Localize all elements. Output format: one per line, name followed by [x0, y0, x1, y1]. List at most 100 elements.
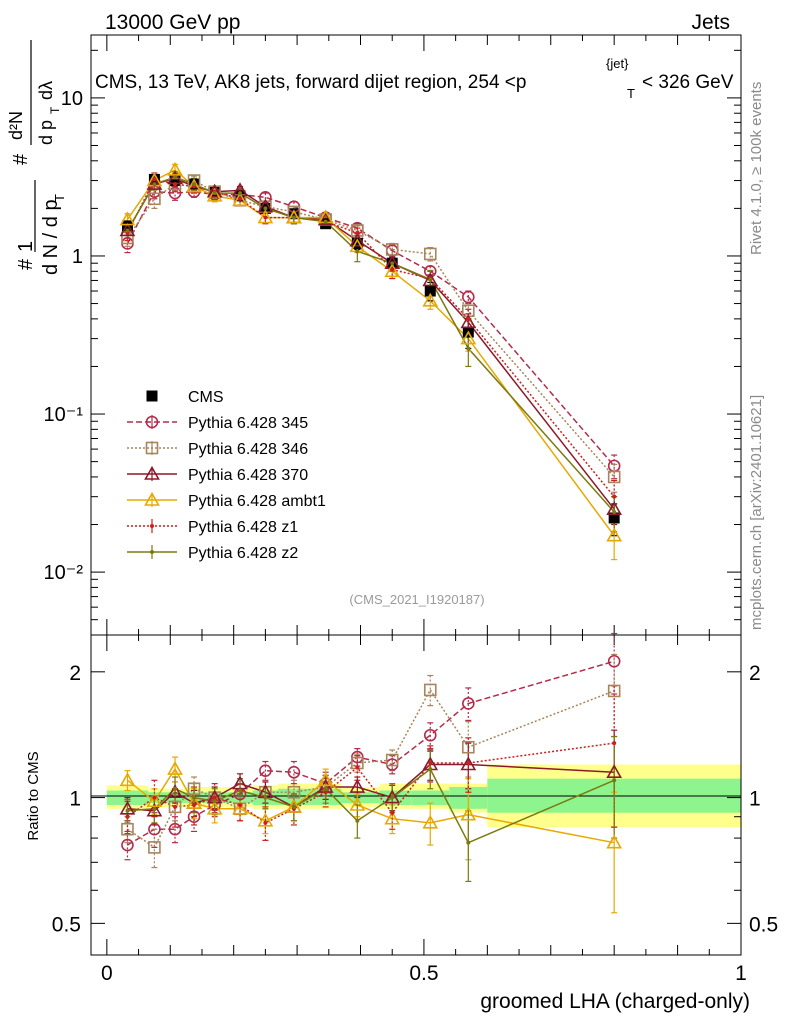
main-point-pythia-6-428-370	[422, 272, 439, 287]
analysis-watermark: (CMS_2021_I1920187)	[349, 592, 484, 607]
main-point-pythia-6-428-ambt1	[422, 292, 439, 307]
main-point-pythia-6-428-z2	[390, 261, 395, 266]
main-point-pythia-6-428-ambt1	[167, 161, 183, 176]
ratio-point-pythia-6-428-346	[423, 683, 437, 697]
ratio-point-pythia-6-428-ambt1	[206, 800, 223, 815]
main-point-pythia-6-428-370	[146, 175, 163, 190]
legend-marker-pythia-6-428-ambt1	[144, 491, 160, 506]
ratio-line-pythia-6-428-345	[127, 660, 615, 846]
ratio-point-pythia-6-428-z2	[192, 795, 197, 800]
xtick-label: 1	[735, 962, 747, 985]
ratio-point-pythia-6-428-z1	[238, 803, 243, 808]
ratio-point-pythia-6-428-370	[167, 784, 183, 799]
ratio-band-inner	[341, 792, 380, 804]
main-point-pythia-6-428-z2	[291, 215, 296, 220]
main-point-pythia-6-428-ambt1	[206, 187, 223, 202]
main-point-pythia-6-428-ambt1	[286, 209, 302, 224]
main-point-pythia-6-428-z2	[428, 277, 433, 282]
ratio-point-pythia-6-428-370	[460, 756, 477, 771]
main-line-pythia-6-428-345	[126, 190, 615, 467]
xtick-label: 0.5	[409, 962, 438, 985]
legend-marker-pythia-6-428-345	[145, 415, 159, 429]
ratio-point-pythia-6-428-ambt1	[119, 772, 136, 787]
ratio-point-pythia-6-428-z2	[238, 788, 243, 793]
main-point-cms	[608, 512, 620, 524]
main-point-pythia-6-428-370	[606, 501, 623, 515]
legend-label-pythia-6-428-ambt1: Pythia 6.428 ambt1	[188, 493, 326, 510]
main-point-pythia-6-428-346	[385, 243, 399, 256]
ratio-ytick-label-right: 0.5	[749, 913, 778, 936]
ratio-point-pythia-6-428-346	[148, 841, 161, 854]
ratio-point-pythia-6-428-345	[259, 764, 272, 777]
main-point-pythia-6-428-z2	[152, 182, 157, 187]
ratio-point-pythia-6-428-ambt1	[606, 834, 623, 849]
main-point-pythia-6-428-z2	[612, 510, 617, 515]
ratio-point-pythia-6-428-z2	[125, 808, 130, 813]
ratio-point-pythia-6-428-ambt1	[317, 772, 334, 787]
ratio-point-pythia-6-428-345	[287, 765, 301, 779]
ylabel-d2n: d²N	[6, 111, 26, 140]
legend-marker-pythia-6-428-z1	[150, 524, 154, 528]
main-point-cms	[288, 208, 300, 220]
ratio-point-pythia-6-428-z1	[152, 795, 157, 800]
ylabel-dpt-dlambda: d p	[36, 120, 56, 145]
main-point-pythia-6-428-345	[462, 290, 475, 304]
ratio-point-pythia-6-428-345	[462, 697, 475, 710]
legend-label-pythia-6-428-346: Pythia 6.428 346	[188, 441, 308, 458]
main-point-pythia-6-428-z1	[173, 182, 178, 187]
main-point-pythia-6-428-z2	[212, 191, 217, 196]
ratio-point-pythia-6-428-z1	[212, 795, 217, 800]
ratio-point-pythia-6-428-370	[384, 789, 401, 804]
ratio-point-pythia-6-428-z2	[291, 804, 296, 809]
ratio-point-pythia-6-428-346	[168, 800, 182, 814]
main-axes: 10⁻² 10⁻¹ 1 10	[44, 35, 742, 955]
ratio-point-pythia-6-428-346	[187, 782, 201, 796]
legend-marker-pythia-6-428-370	[144, 465, 160, 480]
ratio-axes: 0.5 0.5 1 1 2 2 0 0.5 1	[52, 662, 778, 985]
main-point-pythia-6-428-z2	[173, 175, 178, 180]
ratio-point-pythia-6-428-346	[121, 822, 134, 836]
main-point-pythia-6-428-z1	[355, 230, 360, 235]
main-point-pythia-6-428-z2	[192, 182, 197, 187]
main-point-pythia-6-428-370	[349, 232, 366, 247]
ratio-point-pythia-6-428-z1	[323, 790, 328, 795]
ratio-ytick-label-right: 1	[749, 788, 761, 811]
ratio-frame	[90, 634, 742, 956]
ratio-point-pythia-6-428-z1	[355, 765, 360, 770]
ylabel-dn-dpt: d N / d p	[40, 199, 62, 275]
ratio-point-pythia-6-428-346	[287, 785, 301, 799]
legend-marker-cms	[146, 390, 158, 402]
ratio-ylabel: Ratio to CMS	[25, 751, 42, 840]
ratio-ytick-label-left: 0.5	[52, 913, 81, 936]
main-point-pythia-6-428-346	[351, 224, 364, 237]
ratio-point-pythia-6-428-z2	[355, 818, 360, 823]
jets-label: Jets	[691, 11, 730, 34]
main-ytick-label: 10⁻²	[44, 562, 84, 584]
ratio-point-pythia-6-428-ambt1	[167, 760, 183, 775]
ratio-point-pythia-6-428-z2	[212, 799, 217, 804]
ratio-point-pythia-6-428-ambt1	[186, 794, 202, 809]
ylabel-t-sub-2: T	[48, 106, 62, 114]
main-point-pythia-6-428-z2	[355, 249, 360, 254]
ratio-band-inner	[148, 792, 187, 804]
main-point-pythia-6-428-346	[423, 247, 437, 261]
main-point-pythia-6-428-ambt1	[232, 192, 248, 207]
main-point-pythia-6-428-ambt1	[119, 211, 136, 226]
main-point-pythia-6-428-z1	[466, 316, 471, 321]
main-point-pythia-6-428-ambt1	[384, 263, 401, 278]
ylabel-one: 1	[15, 241, 37, 252]
energy-label: 13000 GeV pp	[105, 11, 240, 34]
main-point-pythia-6-428-z2	[323, 219, 328, 224]
ratio-point-pythia-6-428-370	[606, 764, 623, 779]
ratio-point-pythia-6-428-z2	[173, 786, 178, 791]
plot-title: CMS, 13 TeV, AK8 jets, forward dijet reg…	[95, 56, 734, 101]
main-point-pythia-6-428-z1	[263, 215, 268, 220]
plot-title-tail: < 326 GeV	[642, 72, 734, 93]
main-point-pythia-6-428-ambt1	[460, 330, 477, 345]
ratio-point-pythia-6-428-ambt1	[422, 814, 439, 829]
ylabel-dlambda: dλ	[36, 81, 56, 100]
ratio-point-pythia-6-428-z1	[263, 820, 268, 825]
legend-label-pythia-6-428-345: Pythia 6.428 345	[188, 415, 308, 432]
main-ytick-label: 1	[72, 246, 83, 268]
